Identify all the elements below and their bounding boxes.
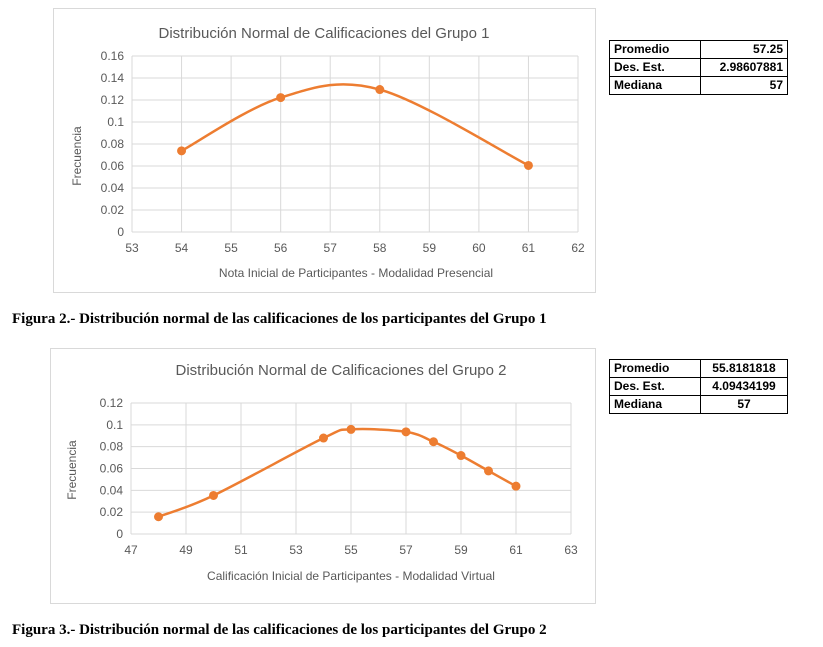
x-tick-label: 57 (399, 543, 413, 557)
stats-label: Promedio (609, 359, 701, 378)
stats-label: Des. Est. (609, 377, 701, 396)
gridlines (131, 55, 579, 233)
x-tick-label: 49 (179, 543, 193, 557)
data-point (511, 481, 521, 491)
x-tick-label: 53 (125, 241, 139, 255)
x-axis-label: Nota Inicial de Participantes - Modalida… (219, 266, 493, 280)
stats-row-median: Mediana 57 (609, 76, 788, 95)
stats-label: Mediana (609, 76, 701, 95)
y-tick-label: 0.08 (101, 137, 125, 151)
x-tick-label: 51 (234, 543, 248, 557)
stats-value: 2.98607881 (700, 58, 788, 77)
y-tick-label: 0 (117, 225, 124, 239)
chart-title: Distribución Normal de Calificaciones de… (176, 362, 507, 379)
stats-value: 57 (700, 76, 788, 95)
x-tick-label: 60 (472, 241, 486, 255)
x-tick-label: 55 (344, 543, 358, 557)
x-tick-label: 57 (324, 241, 338, 255)
gridlines (130, 402, 572, 535)
y-tick-label: 0.04 (101, 181, 125, 195)
data-point (177, 146, 187, 156)
y-tick-label: 0.16 (101, 49, 125, 63)
x-tick-label: 61 (509, 543, 523, 557)
y-tick-label: 0.06 (100, 462, 124, 476)
stats-row-mean: Promedio 57.25 (609, 40, 788, 59)
data-point (319, 433, 328, 443)
y-tick-label: 0.14 (101, 71, 125, 85)
stats-value: 57 (700, 395, 788, 414)
y-tick-label: 0.04 (100, 483, 124, 497)
stats-label: Des. Est. (609, 58, 701, 77)
stats-row-stddev: Des. Est. 4.09434199 (609, 377, 788, 396)
x-tick-label: 63 (564, 543, 578, 557)
stats-table-group-2: Promedio 55.8181818 Des. Est. 4.09434199… (609, 359, 788, 414)
chart-group-2: Distribución Normal de Calificaciones de… (50, 348, 596, 604)
y-axis-label: Frecuencia (65, 440, 79, 500)
y-tick-label: 0.02 (101, 203, 125, 217)
x-tick-label: 59 (423, 241, 437, 255)
data-point (375, 85, 385, 95)
data-point (154, 512, 163, 522)
series-line (180, 83, 530, 167)
y-axis-label: Frecuencia (70, 126, 84, 186)
y-tick-label: 0 (116, 527, 123, 541)
chart-title: Distribución Normal de Calificaciones de… (159, 25, 490, 42)
data-point (484, 466, 493, 476)
x-tick-label: 59 (454, 543, 468, 557)
stats-label: Promedio (609, 40, 701, 59)
x-tick-label: 53 (289, 543, 303, 557)
figure-caption: Figura 3.- Distribución normal de las ca… (12, 622, 547, 638)
stats-value: 57.25 (700, 40, 788, 59)
y-tick-label: 0.06 (101, 159, 125, 173)
y-tick-label: 0.12 (100, 396, 124, 410)
chart-group-1-svg: Distribución Normal de Calificaciones de… (70, 25, 585, 280)
data-point (401, 427, 411, 437)
figure-caption: Figura 2.- Distribución normal de las ca… (12, 311, 547, 327)
y-tick-label: 0.1 (106, 418, 123, 432)
stats-row-median: Mediana 57 (609, 395, 788, 414)
data-point (346, 424, 356, 434)
x-tick-label: 62 (571, 241, 585, 255)
series-line (158, 427, 517, 518)
x-tick-label: 61 (522, 241, 536, 255)
data-point (523, 160, 533, 170)
data-point (276, 93, 286, 103)
data-point (456, 451, 466, 461)
x-axis-label: Calificación Inicial de Participantes - … (207, 569, 495, 583)
x-tick-label: 56 (274, 241, 288, 255)
stats-label: Mediana (609, 395, 701, 414)
stats-value: 4.09434199 (700, 377, 788, 396)
data-point (209, 490, 218, 500)
y-tick-label: 0.12 (101, 93, 125, 107)
chart-group-1: Distribución Normal de Calificaciones de… (53, 8, 596, 293)
data-point (429, 437, 438, 447)
stats-row-stddev: Des. Est. 2.98607881 (609, 58, 788, 77)
x-tick-label: 55 (224, 241, 238, 255)
y-tick-label: 0.02 (100, 505, 124, 519)
stats-value: 55.8181818 (700, 359, 788, 378)
x-tick-label: 54 (175, 241, 189, 255)
x-tick-label: 58 (373, 241, 387, 255)
y-tick-label: 0.1 (107, 115, 124, 129)
y-tick-label: 0.08 (100, 440, 124, 454)
chart-group-2-svg: Distribución Normal de Calificaciones de… (65, 362, 578, 583)
stats-table-group-1: Promedio 57.25 Des. Est. 2.98607881 Medi… (609, 40, 788, 95)
stats-row-mean: Promedio 55.8181818 (609, 359, 788, 378)
x-tick-label: 47 (124, 543, 138, 557)
